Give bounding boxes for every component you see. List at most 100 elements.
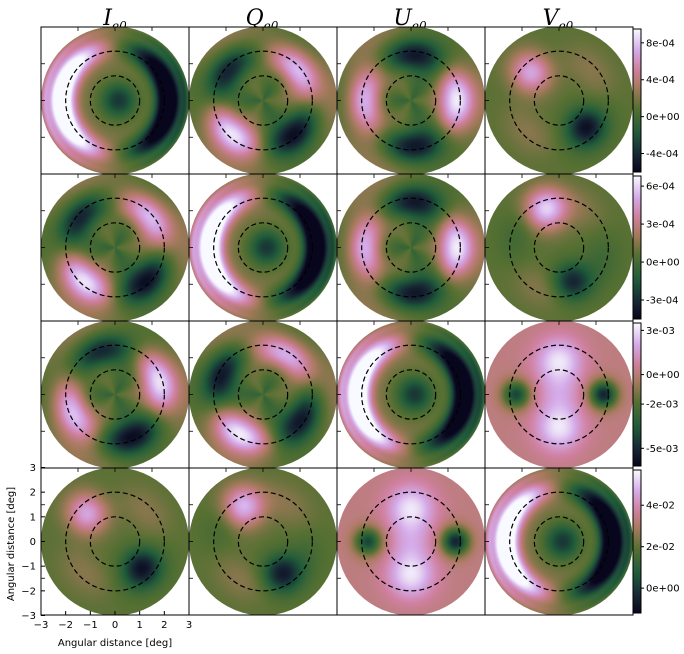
map-image <box>189 467 337 616</box>
colorbar-row-1: 8e-04 4e-04 0e+00 -4e-04 <box>632 28 680 173</box>
x-tick-label: −1 <box>83 620 98 631</box>
panel-r2-c3 <box>336 173 486 322</box>
dashed-circle <box>213 491 313 592</box>
dashed-circle <box>509 491 609 592</box>
y-axis-label: Angular distance [deg] <box>6 487 17 601</box>
map-image <box>337 173 485 322</box>
y-tick-label: 1 <box>30 512 36 523</box>
panel-r3-c4 <box>484 320 634 469</box>
map-image <box>41 173 189 322</box>
dashed-circle <box>89 75 141 126</box>
bottom-left-axes: −3 −2 −1 0 1 2 3 3 2 1 0 −1 −2 −3 <box>21 463 192 631</box>
dashed-circle <box>533 516 585 567</box>
colorbar-tick-label: 3e-04 <box>646 220 675 231</box>
dashed-circle <box>65 344 165 445</box>
x-tick-label: 3 <box>186 620 192 631</box>
dashed-circle <box>533 222 585 273</box>
colorbars: 8e-04 4e-04 0e+00 -4e-04 6e-04 3e-04 0e+00 -3e-… <box>632 28 680 614</box>
map-image <box>189 173 337 322</box>
map-image <box>337 320 485 469</box>
dashed-circle <box>361 197 461 298</box>
colorbar <box>632 322 642 467</box>
colorbar-tick-label: 2e-02 <box>646 542 675 553</box>
colorbar-tick-label: 0e+00 <box>646 370 680 381</box>
dashed-circle <box>237 222 289 273</box>
dashed-circle <box>213 344 313 445</box>
dashed-circle <box>385 222 437 273</box>
x-tick-label: 0 <box>112 620 118 631</box>
colorbar-tick-label: 0e+00 <box>646 112 680 123</box>
dashed-circle <box>213 197 313 298</box>
panel-r4-c2 <box>188 467 338 616</box>
panel-r1-c2 <box>188 26 338 175</box>
y-tick-label: −1 <box>21 562 36 573</box>
dashed-circle <box>361 50 461 151</box>
dashed-circle <box>89 222 141 273</box>
panel-grid <box>40 26 634 616</box>
map-image <box>485 320 633 469</box>
panel-r3-c3 <box>336 320 486 469</box>
colorbar-tick-label: 6e-04 <box>646 182 675 193</box>
colorbar <box>632 469 642 614</box>
x-axis-label: Angular distance [deg] <box>58 638 172 649</box>
panel-r2-c2 <box>188 173 338 322</box>
panel-r4-c3 <box>336 467 486 616</box>
map-image <box>485 26 633 175</box>
dashed-circle <box>509 344 609 445</box>
colorbar-row-3: 3e-03 0e+00 -2e-03 -5e-03 <box>632 322 680 467</box>
dashed-circle <box>89 369 141 420</box>
dashed-circle <box>89 516 141 567</box>
panel-r2-c4 <box>484 173 634 322</box>
colorbar-tick-label: 4e-04 <box>646 75 675 86</box>
y-tick-label: −3 <box>21 611 36 622</box>
colorbar <box>632 175 642 320</box>
dashed-circle <box>65 50 165 151</box>
map-image <box>41 320 189 469</box>
x-tick-label: 1 <box>136 620 142 631</box>
dashed-circle <box>213 50 313 151</box>
dashed-circle <box>237 75 289 126</box>
panel-r4-c4 <box>484 467 634 616</box>
dashed-circle <box>361 344 461 445</box>
y-tick-label: 3 <box>30 463 36 474</box>
dashed-circle <box>237 369 289 420</box>
dashed-circle <box>533 369 585 420</box>
colorbar-tick-label: 0e+00 <box>646 584 680 595</box>
panel-r3-c2 <box>188 320 338 469</box>
dashed-circle <box>385 75 437 126</box>
panel-r1-c4 <box>484 26 634 175</box>
panel-r4-c1 <box>40 467 190 616</box>
dashed-circle <box>65 491 165 592</box>
colorbar-tick-label: -3e-04 <box>646 296 678 307</box>
panel-r1-c1 <box>40 26 190 175</box>
column-titles: Ie0 Qe0 Ue0 Ve0 <box>102 6 573 33</box>
map-image <box>485 467 633 616</box>
dashed-circle <box>533 75 585 126</box>
colorbar <box>632 28 642 173</box>
y-tick-label: 2 <box>30 488 36 499</box>
colorbar-tick-label: -5e-03 <box>646 444 678 455</box>
map-image <box>41 26 189 175</box>
colorbar-tick-label: -4e-04 <box>646 149 678 160</box>
x-tick-label: −2 <box>58 620 73 631</box>
colorbar-tick-label: -2e-03 <box>646 400 678 411</box>
colorbar-row-4: 4e-02 2e-02 0e+00 <box>632 469 680 614</box>
map-image <box>41 467 189 616</box>
y-tick-label: 0 <box>30 537 36 548</box>
panel-r2-c1 <box>40 173 190 322</box>
dashed-circle <box>385 369 437 420</box>
map-image <box>189 320 337 469</box>
dashed-circle <box>509 50 609 151</box>
colorbar-row-2: 6e-04 3e-04 0e+00 -3e-04 <box>632 175 680 320</box>
dashed-circle <box>65 197 165 298</box>
colorbar-tick-label: 4e-02 <box>646 501 675 512</box>
map-image <box>337 467 485 616</box>
panel-r3-c1 <box>40 320 190 469</box>
colorbar-tick-label: 8e-04 <box>646 38 675 49</box>
x-tick-label: 2 <box>161 620 167 631</box>
map-image <box>485 173 633 322</box>
x-tick-label: −3 <box>34 620 49 631</box>
colorbar-tick-label: 0e+00 <box>646 258 680 269</box>
dashed-circle <box>509 197 609 298</box>
